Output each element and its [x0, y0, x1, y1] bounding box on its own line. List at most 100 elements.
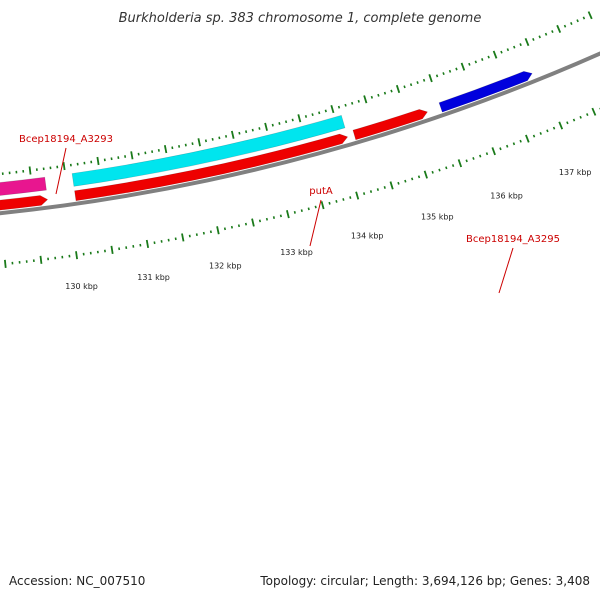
scale-label: 136 kbp [490, 192, 523, 201]
inner-minor-tick [279, 214, 282, 218]
label-leaders [55, 147, 514, 294]
inner-minor-tick [572, 118, 576, 122]
inner-minor-tick [579, 115, 582, 119]
inner-major-tick [286, 210, 290, 219]
inner-major-tick [39, 255, 43, 264]
outer-minor-tick [218, 136, 221, 140]
inner-minor-tick [445, 166, 448, 170]
outer-minor-tick [532, 38, 535, 41]
outer-major-tick [363, 95, 368, 104]
outer-major-tick [197, 138, 201, 147]
inner-major-tick [591, 107, 597, 116]
outer-major-tick [230, 130, 235, 139]
outer-minor-tick [344, 103, 347, 107]
inner-minor-tick [307, 207, 310, 211]
outer-minor-tick [291, 118, 294, 122]
outer-major-tick [587, 11, 593, 20]
outer-tick-ring [1, 11, 593, 175]
inner-major-tick [320, 201, 325, 210]
outer-minor-tick [481, 58, 484, 61]
outer-major-tick [62, 161, 66, 171]
accession-text: Accession: NC_007510 [9, 574, 146, 588]
outer-minor-tick [513, 45, 516, 49]
outer-major-tick [556, 24, 562, 33]
outer-major-tick [330, 104, 335, 114]
inner-minor-tick [552, 126, 556, 130]
inner-major-tick [251, 218, 255, 227]
outer-minor-tick [390, 89, 393, 93]
outer-minor-tick [258, 127, 261, 130]
outer-minor-tick [416, 81, 419, 84]
inner-major-tick [558, 121, 564, 130]
outer-minor-tick [563, 24, 567, 28]
outer-major-tick [428, 74, 433, 83]
inner-minor-tick [512, 142, 516, 146]
inner-minor-tick [411, 177, 414, 181]
outer-minor-tick [278, 122, 281, 125]
outer-minor-tick [582, 16, 586, 20]
inner-minor-tick [376, 188, 379, 191]
outer-minor-tick [500, 50, 503, 54]
inner-minor-tick [383, 186, 386, 189]
pink-gene-label: Bcep18194_A3293 [19, 134, 113, 145]
outer-major-tick [96, 156, 100, 166]
inner-minor-tick [479, 154, 482, 158]
outer-minor-tick [178, 145, 181, 148]
inner-minor-tick [566, 121, 569, 125]
outer-minor-tick [506, 48, 510, 52]
outer-minor-tick [442, 72, 445, 76]
outer-minor-tick [448, 69, 452, 73]
inner-major-tick [110, 245, 114, 254]
gene-features [0, 71, 533, 211]
inner-minor-tick [272, 216, 275, 219]
inner-major-tick [145, 239, 150, 249]
outer-minor-tick [245, 130, 248, 134]
outer-minor-tick [318, 111, 321, 115]
inner-minor-tick [314, 205, 317, 209]
red-gene-3-leader-line [498, 247, 514, 294]
outer-minor-tick [570, 22, 573, 25]
inner-minor-tick [506, 144, 509, 148]
cyan-gene-label: putA [309, 186, 333, 197]
outer-minor-tick [251, 128, 254, 132]
inner-major-tick [3, 259, 7, 268]
outer-minor-tick [487, 55, 490, 59]
inner-minor-tick [586, 113, 589, 117]
scale-label: 137 kbp [559, 168, 592, 177]
map-title: Burkholderia sp. 383 chromosome 1, compl… [119, 11, 482, 26]
inner-minor-tick [397, 181, 400, 185]
outer-minor-tick [468, 62, 471, 66]
red-gene-2 [74, 133, 349, 202]
outer-minor-tick [238, 131, 241, 135]
inner-major-tick [181, 233, 185, 242]
scale-label: 130 kbp [65, 282, 98, 291]
inner-minor-tick [237, 224, 241, 228]
inner-major-tick [457, 159, 463, 168]
inner-minor-tick [293, 211, 296, 214]
inner-minor-tick [451, 164, 455, 167]
inner-minor-tick [485, 152, 489, 156]
scale-labels: 130 kbp 131 kbp 132 kbp 133 kbp 134 kbp 135 k… [65, 168, 591, 291]
outer-minor-tick [422, 78, 426, 82]
outer-major-tick [28, 166, 32, 175]
outer-minor-tick [304, 115, 308, 118]
scale-label: 132 kbp [209, 262, 242, 271]
outer-minor-tick [337, 105, 341, 109]
pink-gene [0, 176, 47, 196]
inner-minor-tick [472, 157, 475, 160]
outer-minor-tick [284, 120, 288, 124]
inner-minor-tick [465, 159, 468, 163]
outer-minor-tick [311, 113, 314, 117]
outer-minor-tick [435, 74, 439, 78]
inner-minor-tick [539, 131, 542, 135]
outer-major-tick [163, 144, 168, 154]
inner-minor-tick [532, 134, 536, 138]
outer-minor-tick [474, 60, 477, 64]
inner-minor-tick [499, 147, 502, 151]
inner-minor-tick [328, 201, 331, 205]
inner-minor-tick [230, 225, 234, 229]
scale-label: 135 kbp [421, 213, 454, 222]
outer-major-tick [297, 114, 302, 123]
inner-minor-tick [546, 129, 549, 133]
scale-label: 134 kbp [351, 232, 384, 241]
